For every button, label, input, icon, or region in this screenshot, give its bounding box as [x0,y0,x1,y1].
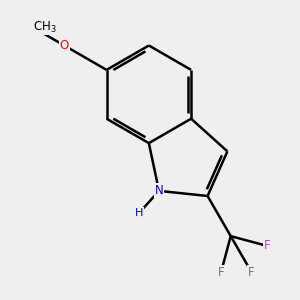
Text: O: O [60,39,69,52]
Text: F: F [218,266,224,279]
Text: F: F [264,239,271,253]
Text: F: F [248,266,255,279]
Text: H: H [135,208,144,218]
Text: N: N [154,184,164,197]
Text: CH$_3$: CH$_3$ [33,20,56,35]
